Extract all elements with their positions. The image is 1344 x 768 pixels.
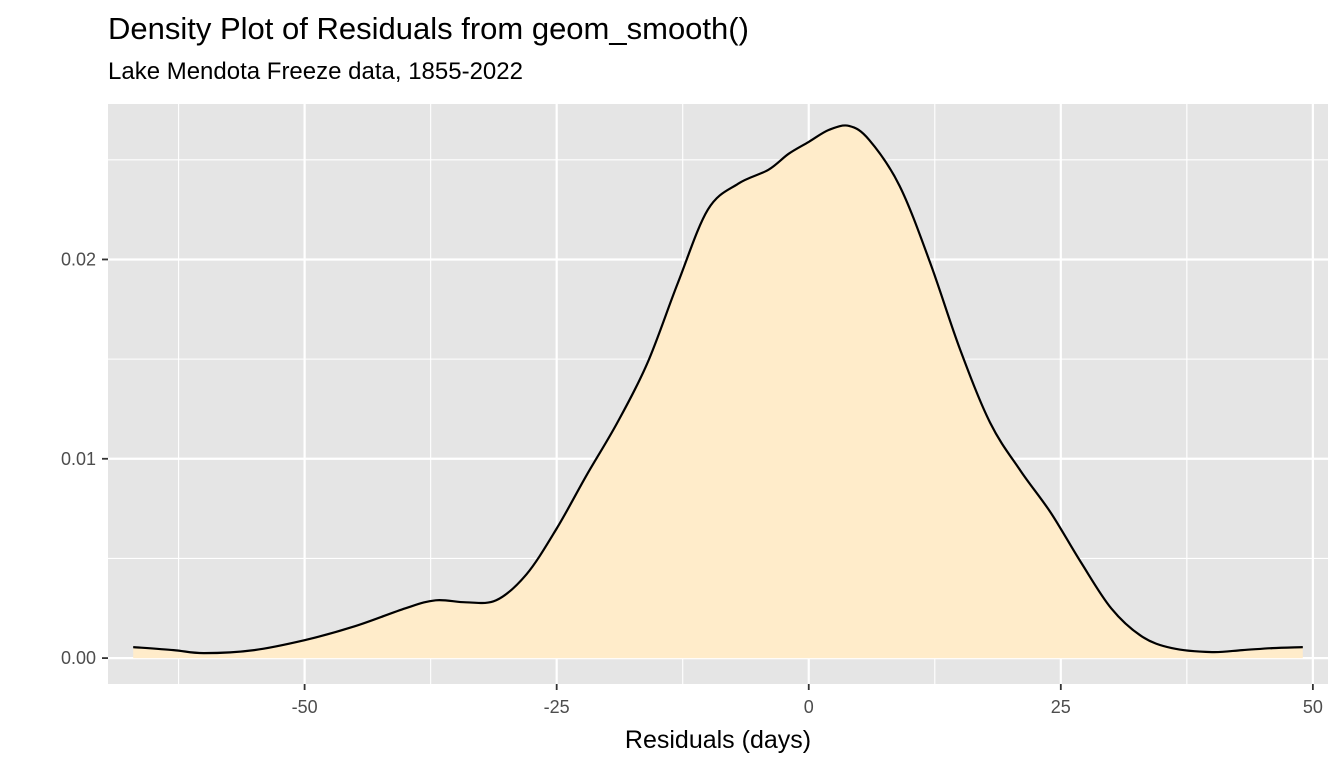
density-line bbox=[133, 124, 1303, 655]
chart-title: Density Plot of Residuals from geom_smoo… bbox=[108, 11, 749, 46]
density-area bbox=[133, 125, 1303, 659]
x-tick-label: 0 bbox=[804, 697, 814, 717]
chart-subtitle: Lake Mendota Freeze data, 1855-2022 bbox=[108, 58, 523, 85]
x-tick-label: 50 bbox=[1303, 697, 1323, 717]
x-tick-label: 25 bbox=[1051, 697, 1071, 717]
x-axis-title: Residuals (days) bbox=[625, 726, 811, 754]
y-tick-label: 0.00 bbox=[61, 648, 96, 668]
y-tick-label: 0.02 bbox=[61, 249, 96, 269]
x-tick-label: -25 bbox=[544, 697, 570, 717]
x-tick-label: -50 bbox=[292, 697, 318, 717]
y-tick-label: 0.01 bbox=[61, 449, 96, 469]
